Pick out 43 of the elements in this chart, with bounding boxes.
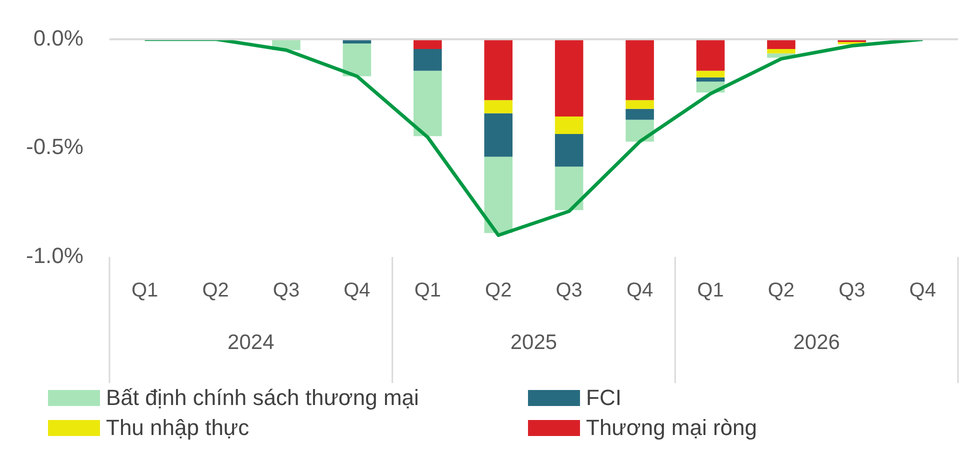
x-tick-label: Q2	[485, 280, 512, 302]
x-tick-label: Q4	[344, 280, 370, 302]
bar	[696, 70, 725, 78]
x-tick-label: Q1	[697, 280, 724, 302]
bar	[626, 39, 654, 100]
bar	[554, 116, 584, 134]
x-tick-label: Q2	[202, 280, 229, 302]
bar	[414, 49, 442, 71]
x-tick-label: Q1	[131, 280, 158, 302]
x-tick-label: Q3	[556, 280, 582, 302]
bar	[554, 39, 584, 117]
bar	[767, 39, 796, 49]
text: 2025	[510, 330, 558, 354]
x-tick-label: Q4	[626, 280, 654, 302]
bar	[626, 108, 654, 120]
bar	[626, 120, 654, 142]
x-tick-label: Q3	[272, 280, 300, 302]
bar	[554, 166, 584, 210]
x-tick-label: Q2	[768, 280, 795, 302]
bar	[696, 77, 725, 82]
legend-label: Thương mại ròng	[586, 415, 758, 441]
bar	[554, 134, 584, 167]
bar	[767, 49, 796, 54]
legend-label: FCI	[586, 385, 622, 411]
legend-label: Thu nhập thực	[106, 415, 250, 441]
bar	[696, 39, 725, 71]
bar	[484, 100, 513, 114]
x-tick-label: Q1	[414, 280, 442, 302]
text: 2024	[228, 330, 275, 354]
y-tick-label: -0.5%	[26, 134, 84, 160]
y-tick-label: -1.0%	[26, 243, 84, 268]
bar	[484, 39, 513, 100]
legend-label: Bất định chính sách thương mại	[106, 385, 419, 411]
bar	[414, 70, 442, 136]
text: 2026	[793, 330, 840, 354]
bar	[484, 156, 513, 234]
x-tick-label: Q4	[909, 280, 936, 302]
bar	[626, 100, 654, 109]
bar	[414, 39, 442, 49]
y-tick-label: 0.0%	[33, 25, 84, 50]
bar	[342, 44, 372, 76]
x-tick-label: Q3	[838, 280, 866, 302]
bar	[484, 113, 513, 157]
